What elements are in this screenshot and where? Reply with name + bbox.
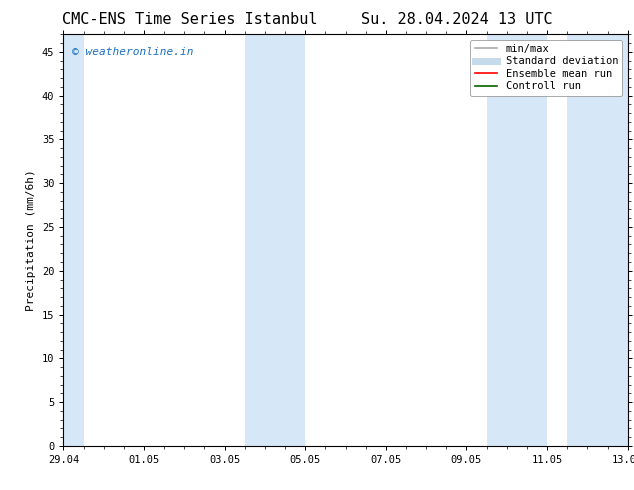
Bar [63,34,84,446]
Text: Su. 28.04.2024 13 UTC: Su. 28.04.2024 13 UTC [361,12,552,27]
Y-axis label: Precipitation (mm/6h): Precipitation (mm/6h) [27,169,36,311]
Legend: min/max, Standard deviation, Ensemble mean run, Controll run: min/max, Standard deviation, Ensemble me… [470,40,623,96]
Bar [487,34,547,446]
Bar [245,34,305,446]
Text: CMC-ENS Time Series Istanbul: CMC-ENS Time Series Istanbul [63,12,318,27]
Text: © weatheronline.in: © weatheronline.in [72,47,193,57]
Bar [567,34,628,446]
